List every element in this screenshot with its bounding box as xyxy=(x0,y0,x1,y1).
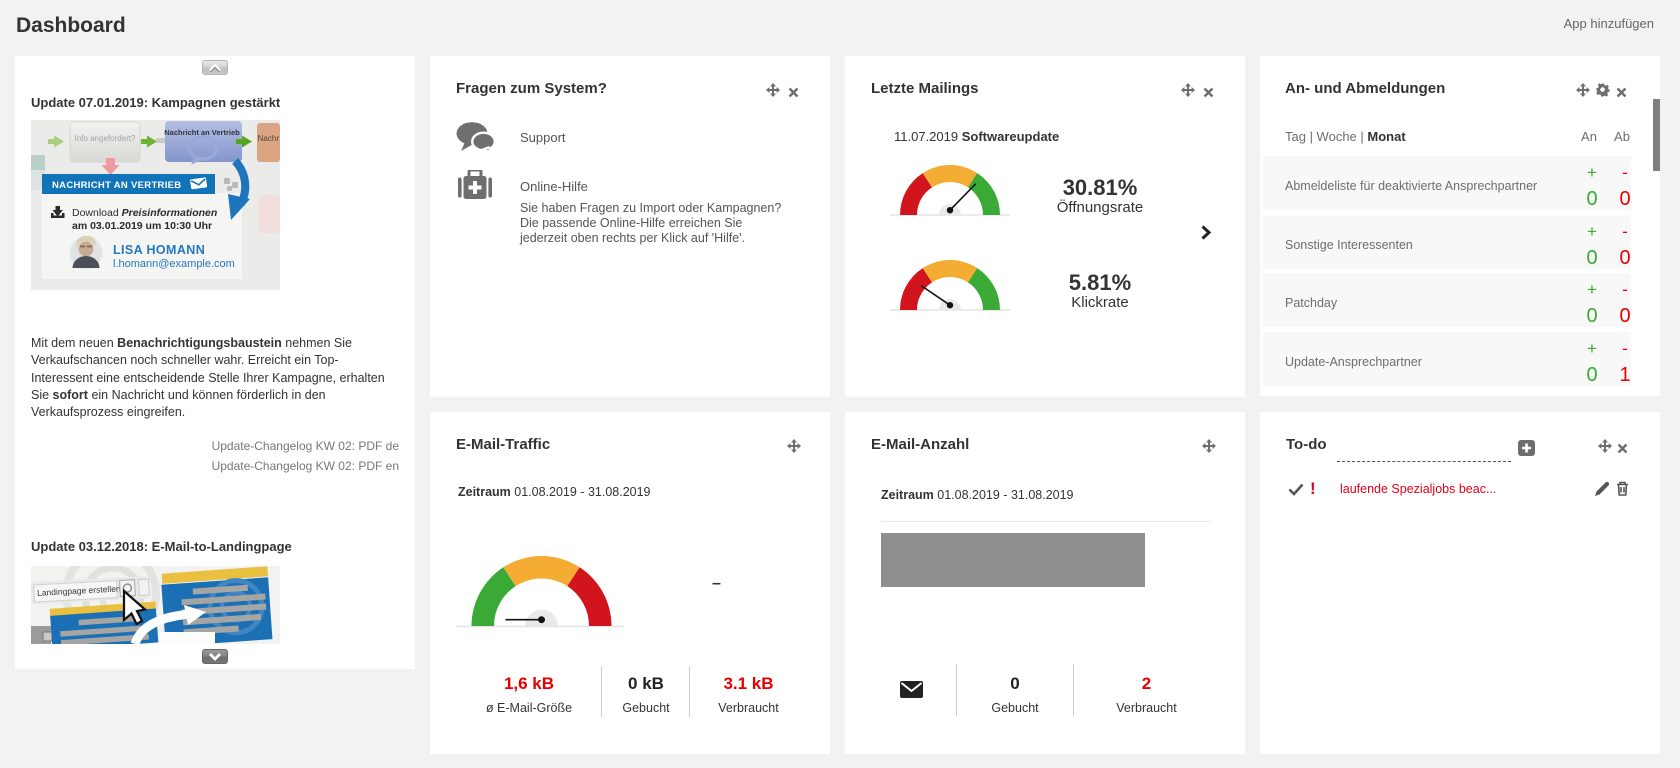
svg-text:Nachricht an Vertrieb: Nachricht an Vertrieb xyxy=(164,128,240,137)
svg-text:Landingpage erstellen: Landingpage erstellen xyxy=(37,583,121,597)
svg-text:Download Preisinformationen: Download Preisinformationen xyxy=(72,207,217,219)
svg-text:LISA HOMANN: LISA HOMANN xyxy=(113,243,205,257)
svg-text:Nachr: Nachr xyxy=(258,134,280,143)
svg-text:Info angefordert?: Info angefordert? xyxy=(75,134,136,143)
svg-text:l.homann@example.com: l.homann@example.com xyxy=(113,258,235,270)
svg-text:am 03.01.2019 um 10:30 Uhr: am 03.01.2019 um 10:30 Uhr xyxy=(72,220,212,232)
svg-text:NACHRICHT AN VERTRIEB: NACHRICHT AN VERTRIEB xyxy=(52,180,181,191)
